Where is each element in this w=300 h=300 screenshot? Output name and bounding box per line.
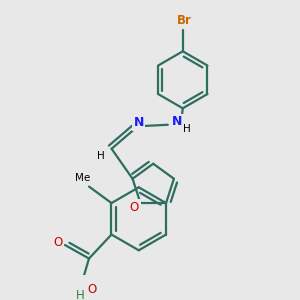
Text: N: N <box>172 115 182 128</box>
Text: H: H <box>183 124 191 134</box>
Text: O: O <box>130 201 139 214</box>
Text: O: O <box>53 236 62 248</box>
Text: H: H <box>76 289 84 300</box>
Text: Br: Br <box>177 14 192 27</box>
Text: O: O <box>87 283 97 296</box>
Text: N: N <box>134 116 144 129</box>
Text: Me: Me <box>75 172 91 183</box>
Text: H: H <box>97 151 105 161</box>
